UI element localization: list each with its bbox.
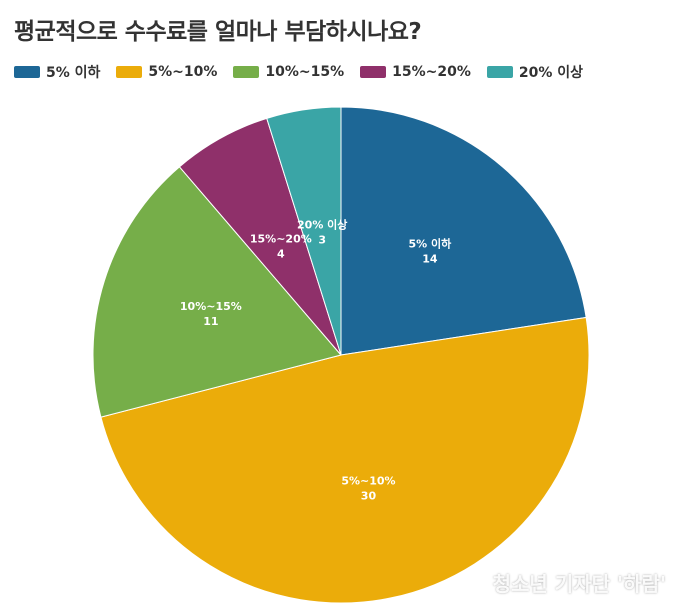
watermark: 청소년 기자단 '하람' xyxy=(451,568,666,597)
slice-label: 5% 이하 xyxy=(408,237,452,251)
watermark-text: 청소년 기자단 '하람' xyxy=(492,572,666,596)
legend: 5% 이하 5%~10% 10%~15% 15%~20% 20% 이상 xyxy=(14,62,583,82)
bicycle-icon xyxy=(451,574,487,593)
slice-value: 30 xyxy=(361,490,377,503)
legend-label: 5%~10% xyxy=(148,64,218,80)
slice-label: 20% 이상 xyxy=(297,217,347,231)
pie-slice xyxy=(266,106,342,356)
legend-label: 20% 이상 xyxy=(518,65,584,81)
slice-value: 14 xyxy=(422,253,438,266)
legend-item: 15%~20% xyxy=(360,62,471,82)
slice-label: 5%~10% xyxy=(341,475,395,488)
legend-swatch xyxy=(14,66,40,78)
legend-swatch xyxy=(116,66,143,78)
legend-swatch xyxy=(486,66,513,78)
slice-label: 10%~15% xyxy=(180,300,242,313)
pie-slice xyxy=(100,316,590,604)
legend-item: 5%~10% xyxy=(116,62,217,82)
chart-title: 평균적으로 수수료를 얼마나 부담하시나요? xyxy=(14,19,422,45)
slice-value: 3 xyxy=(318,233,326,246)
legend-label: 10%~15% xyxy=(265,64,345,80)
legend-label: 15%~20% xyxy=(392,64,471,80)
pie-slice xyxy=(92,166,342,418)
legend-item: 5% 이하 xyxy=(14,62,100,82)
legend-item: 10%~15% xyxy=(233,62,344,82)
pie-slice xyxy=(340,106,587,356)
legend-item: 20% 이상 xyxy=(486,62,584,82)
legend-label: 5% 이하 xyxy=(46,65,101,81)
slice-label: 15%~20% xyxy=(250,233,312,246)
legend-swatch xyxy=(360,66,387,78)
slice-value: 4 xyxy=(277,248,285,261)
legend-swatch xyxy=(233,66,260,78)
slice-value: 11 xyxy=(203,315,218,328)
